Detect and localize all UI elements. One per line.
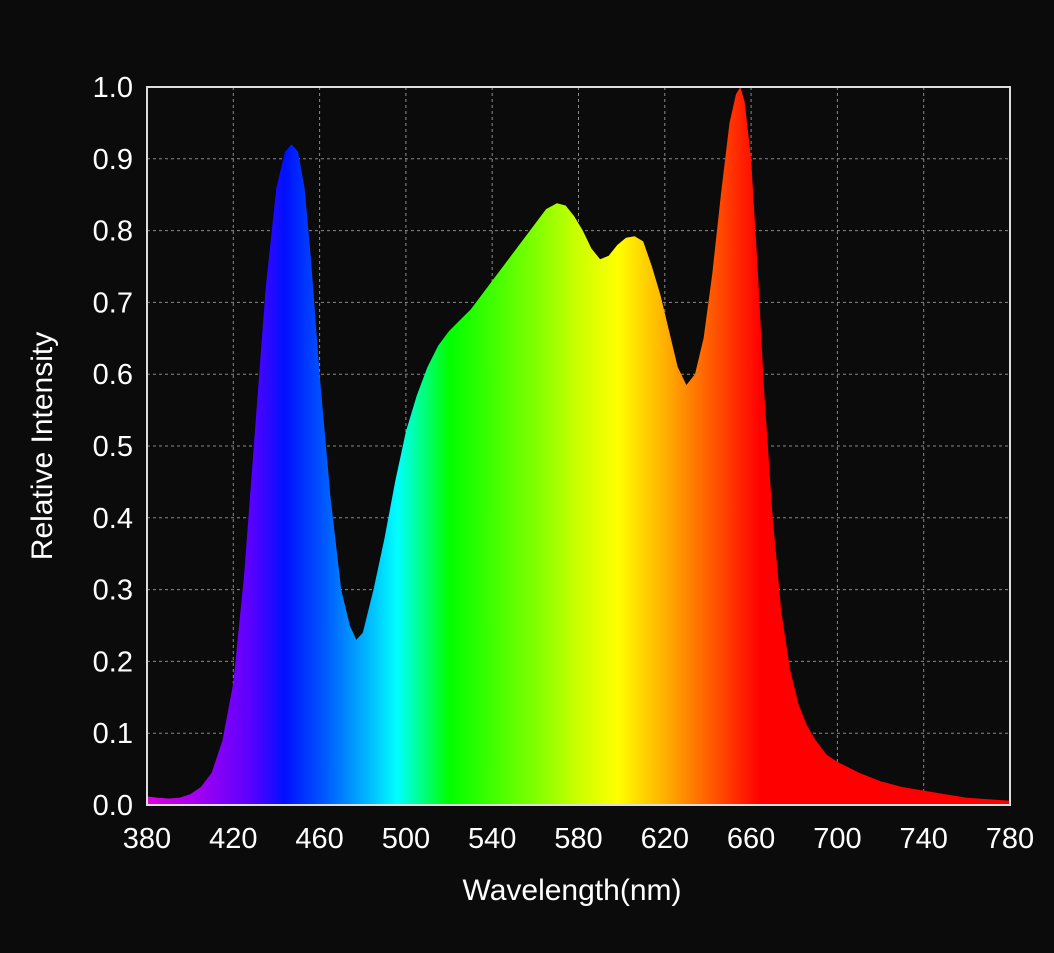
y-tick-label: 0.2 [93, 646, 133, 678]
y-tick-label: 0.1 [93, 718, 133, 750]
x-tick-label: 780 [986, 823, 1034, 855]
x-axis-label: Wavelength(nm) [463, 874, 682, 907]
y-tick-label: 0.4 [93, 503, 133, 535]
x-tick-label: 740 [900, 823, 948, 855]
x-tick-label: 460 [295, 823, 343, 855]
y-tick-label: 0.6 [93, 359, 133, 391]
x-tick-label: 580 [554, 823, 602, 855]
y-tick-label: 1.0 [93, 72, 133, 104]
y-tick-label: 0.0 [93, 790, 133, 822]
x-tick-label: 660 [727, 823, 775, 855]
spectrum-area [147, 87, 1010, 805]
y-tick-label: 0.9 [93, 144, 133, 176]
x-tick-label: 700 [813, 823, 861, 855]
x-tick-label: 380 [123, 823, 171, 855]
y-tick-label: 0.5 [93, 431, 133, 463]
x-tick-label: 500 [382, 823, 430, 855]
x-tick-label: 540 [468, 823, 516, 855]
y-tick-label: 0.8 [93, 216, 133, 248]
plot-border [146, 86, 1011, 806]
y-tick-label: 0.3 [93, 575, 133, 607]
y-tick-label: 0.7 [93, 287, 133, 319]
y-axis-label: Relative Intensity [26, 332, 59, 560]
x-tick-label: 620 [641, 823, 689, 855]
x-tick-label: 420 [209, 823, 257, 855]
